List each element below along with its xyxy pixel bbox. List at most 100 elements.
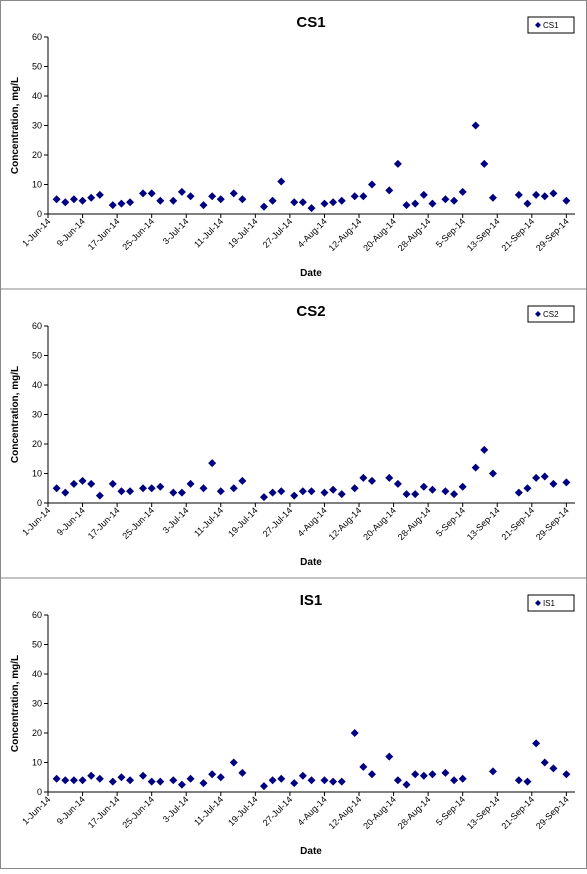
data-point <box>350 729 359 737</box>
data-point <box>402 780 411 789</box>
y-tick-label: 20 <box>32 728 42 738</box>
legend-label: CS1 <box>543 21 559 30</box>
data-point <box>277 774 286 783</box>
data-point <box>52 195 61 204</box>
data-point <box>329 485 338 494</box>
data-point <box>419 190 428 199</box>
data-point <box>199 484 208 493</box>
data-point <box>402 490 411 499</box>
y-tick-label: 20 <box>32 150 42 160</box>
data-point <box>359 762 368 771</box>
data-point <box>402 201 411 210</box>
data-point <box>186 479 195 488</box>
data-point <box>177 488 186 497</box>
data-point <box>562 770 571 779</box>
data-point <box>419 771 428 780</box>
data-point <box>329 777 338 786</box>
data-point <box>208 459 217 468</box>
y-tick-label: 10 <box>32 758 42 768</box>
data-point <box>441 768 450 777</box>
data-point <box>441 195 450 204</box>
data-point <box>350 484 359 493</box>
data-point <box>411 770 420 779</box>
data-point <box>471 463 480 472</box>
y-tick-label: 30 <box>32 699 42 709</box>
y-tick-label: 40 <box>32 91 42 101</box>
data-point <box>117 199 126 208</box>
data-point <box>259 493 268 502</box>
chart-title: CS2 <box>296 303 325 320</box>
data-point <box>216 487 225 496</box>
data-point <box>367 180 376 189</box>
data-point <box>428 199 437 208</box>
data-point <box>69 776 78 785</box>
data-point <box>337 490 346 499</box>
data-point <box>156 196 165 205</box>
y-tick-label: 60 <box>32 32 42 42</box>
data-point <box>359 192 368 201</box>
data-point <box>87 771 96 780</box>
data-point <box>419 482 428 491</box>
data-point <box>87 193 96 202</box>
data-point <box>169 776 178 785</box>
data-point <box>532 190 541 199</box>
data-point <box>458 482 467 491</box>
legend-marker <box>535 600 541 606</box>
y-tick-label: 50 <box>32 351 42 361</box>
data-point <box>169 488 178 497</box>
legend-label: IS1 <box>543 599 556 608</box>
data-point <box>259 202 268 211</box>
data-point <box>208 192 217 201</box>
data-point <box>523 199 532 208</box>
data-point <box>385 186 394 195</box>
y-axis-title: Concentration, mg/L <box>10 366 21 463</box>
x-axis-title: Date <box>300 268 322 279</box>
data-point <box>514 190 523 199</box>
data-point <box>428 485 437 494</box>
data-point <box>393 776 402 785</box>
legend-label: CS2 <box>543 310 559 319</box>
data-point <box>208 770 217 779</box>
y-tick-label: 10 <box>32 469 42 479</box>
data-point <box>199 779 208 788</box>
data-point <box>229 758 238 767</box>
data-point <box>428 770 437 779</box>
data-point <box>488 193 497 202</box>
data-point <box>411 199 420 208</box>
data-point <box>458 187 467 196</box>
data-point <box>108 479 117 488</box>
data-point <box>139 484 148 493</box>
data-point <box>320 488 329 497</box>
data-point <box>393 159 402 168</box>
data-point <box>298 487 307 496</box>
data-point <box>385 473 394 482</box>
data-point <box>367 476 376 485</box>
data-point <box>480 159 489 168</box>
data-point <box>298 771 307 780</box>
data-point <box>117 487 126 496</box>
data-point <box>186 774 195 783</box>
y-tick-label: 30 <box>32 121 42 131</box>
data-point <box>367 770 376 779</box>
data-point <box>177 780 186 789</box>
data-point <box>450 196 459 205</box>
data-point <box>117 773 126 782</box>
data-point <box>514 488 523 497</box>
data-point <box>337 777 346 786</box>
data-point <box>156 777 165 786</box>
data-point <box>532 473 541 482</box>
x-axis-title: Date <box>300 557 322 568</box>
data-point <box>307 487 316 496</box>
data-point <box>480 445 489 454</box>
data-point <box>139 771 148 780</box>
data-point <box>69 479 78 488</box>
data-point <box>126 776 135 785</box>
data-point <box>290 779 299 788</box>
data-point <box>87 479 96 488</box>
data-point <box>359 473 368 482</box>
data-point <box>277 487 286 496</box>
y-tick-label: 50 <box>32 640 42 650</box>
data-point <box>156 482 165 491</box>
y-tick-label: 0 <box>37 498 42 508</box>
data-point <box>177 187 186 196</box>
